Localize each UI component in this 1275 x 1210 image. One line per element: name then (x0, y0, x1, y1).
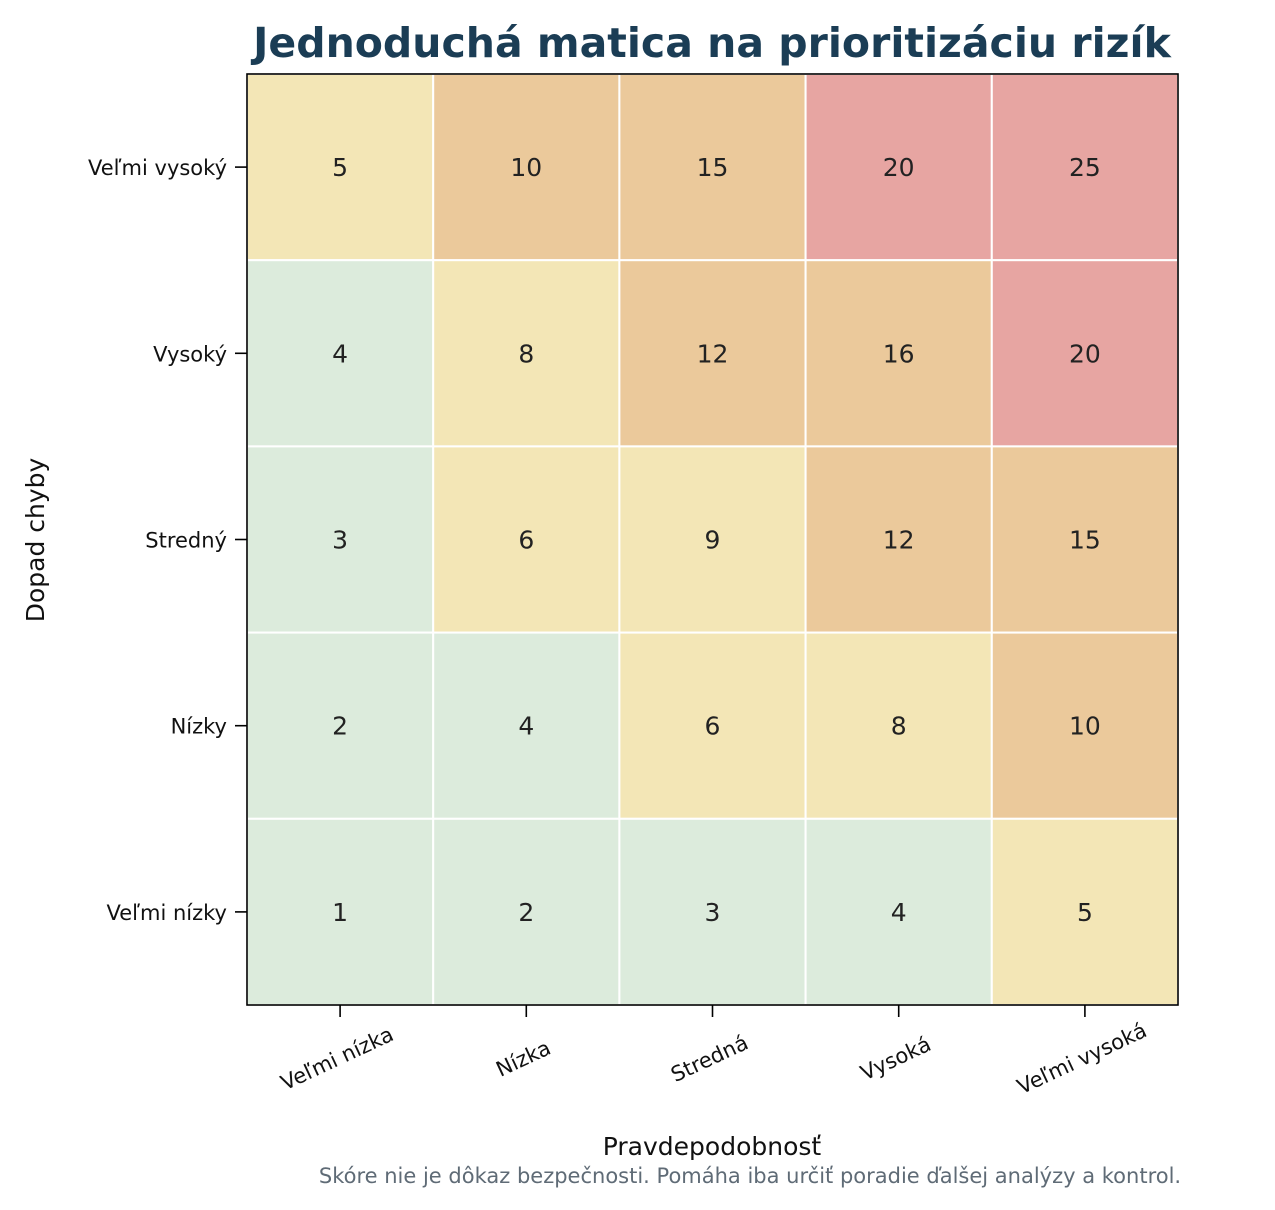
cell-value-label: 2 (332, 712, 348, 741)
chart-title: Jednoduchá matica na prioritizáciu rizík (250, 19, 1172, 67)
cell-value-label: 10 (510, 153, 542, 182)
heatmap-cell (990, 259, 1179, 448)
y-tick-label: Vysoký (153, 342, 227, 366)
y-axis-label: Dopad chyby (21, 458, 50, 623)
heatmap-cell (246, 817, 435, 1006)
y-tick-label: Veľmi vysoký (88, 156, 227, 180)
y-tick-label: Stredný (145, 529, 227, 553)
cell-value-label: 15 (697, 153, 729, 182)
cell-value-label: 4 (518, 712, 534, 741)
heatmap-cell (432, 73, 621, 262)
cell-value-label: 5 (332, 153, 348, 182)
heatmap-cell (804, 631, 993, 820)
heatmap-cell (432, 817, 621, 1006)
x-tick-label: Veľmi vysoká (1014, 1018, 1151, 1099)
heatmap-cell (990, 73, 1179, 262)
x-tick-label: Vysoká (857, 1032, 935, 1085)
cell-value-label: 12 (883, 526, 915, 555)
x-tick-label: Nízka (492, 1036, 554, 1082)
cell-value-label: 6 (705, 712, 721, 741)
heatmap-cell (246, 259, 435, 448)
x-tick-label: Veľmi nízka (277, 1022, 397, 1095)
heatmap-cell (618, 631, 807, 820)
cell-value-label: 2 (518, 898, 534, 927)
cell-value-label: 10 (1069, 712, 1101, 741)
cell-value-label: 16 (883, 339, 915, 368)
y-tick-label: Veľmi nízky (106, 901, 227, 925)
x-axis-ticks: Veľmi nízka Nízka Stredná Vysoká Veľmi vysok… (277, 1005, 1150, 1099)
heatmap-cell (990, 817, 1179, 1006)
x-axis-label: Pravdepodobnosť (603, 1132, 822, 1161)
cell-value-label: 20 (883, 153, 915, 182)
cell-value-label: 9 (705, 526, 721, 555)
y-axis-ticks: Veľmi vysoký Vysoký Stredný Nízky Veľmi nízk… (88, 156, 247, 925)
heatmap-cell (618, 259, 807, 448)
cell-value-label: 12 (697, 339, 729, 368)
cell-value-label: 8 (891, 712, 907, 741)
cell-value-label: 3 (332, 526, 348, 555)
heatmap-cell (804, 73, 993, 262)
heatmap-cell (804, 445, 993, 634)
cell-value-label: 1 (332, 898, 348, 927)
heatmap-cell (990, 445, 1179, 634)
cell-value-label: 6 (518, 526, 534, 555)
cell-value-label: 4 (332, 339, 348, 368)
cell-value-label: 4 (891, 898, 907, 927)
x-tick-label: Stredná (667, 1030, 752, 1086)
cell-value-label: 15 (1069, 526, 1101, 555)
cell-value-label: 5 (1077, 898, 1093, 927)
y-tick-label: Nízky (171, 715, 227, 739)
heatmap-cell (990, 631, 1179, 820)
heatmap-cell (618, 817, 807, 1006)
heatmap-cell (618, 445, 807, 634)
cell-value-label: 3 (705, 898, 721, 927)
heatmap-cell (432, 631, 621, 820)
cell-value-label: 20 (1069, 339, 1101, 368)
heatmap-cell (246, 73, 435, 262)
cell-value-label: 8 (518, 339, 534, 368)
heatmap-cell (432, 445, 621, 634)
chart-note: Skóre nie je dôkaz bezpečnosti. Pomáha i… (319, 1164, 1181, 1188)
heatmap-cells: 5 10 15 20 254 8 12 16 203 6 9 12 152 4 6 8 101 2 3 4 5 (246, 73, 1179, 1006)
cell-value-label: 25 (1069, 153, 1101, 182)
